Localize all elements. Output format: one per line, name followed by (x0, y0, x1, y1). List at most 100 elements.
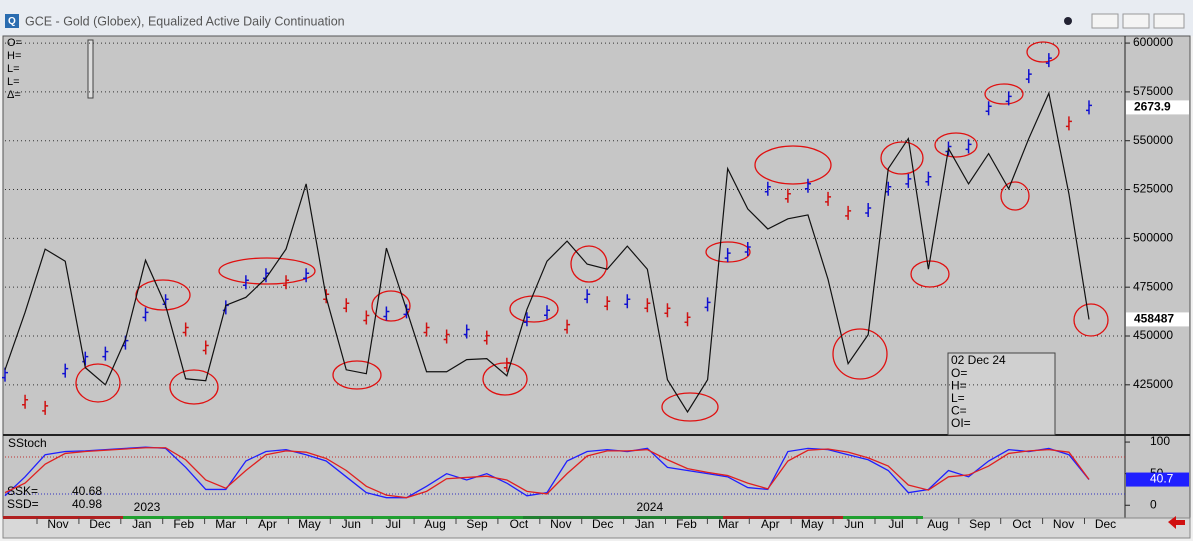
open-interest-line (4, 91, 1090, 414)
x-tick-label: Nov (1053, 517, 1074, 531)
price-bar (784, 188, 791, 203)
last-price-label: 2673.9 (1134, 100, 1171, 114)
price-bar (804, 178, 811, 193)
price-bar (704, 297, 711, 312)
annotation-circle (75, 363, 121, 403)
price-bar (62, 363, 69, 378)
session-strip (523, 516, 723, 519)
minimize-button[interactable] (1091, 13, 1119, 29)
legend-name: SSK= (7, 484, 38, 498)
price-bar (584, 289, 591, 304)
annotation-circle (880, 141, 924, 175)
x-tick-label: Nov (47, 517, 68, 531)
annotation-circle (661, 392, 719, 422)
stoch-label-box (1126, 472, 1189, 487)
x-tick-label: Dec (89, 517, 110, 531)
price-bar (202, 340, 209, 355)
x-tick-label: Oct (1012, 517, 1031, 531)
x-tick-label: Jan (635, 517, 654, 531)
price-bar (825, 191, 832, 206)
oi-label-box (1126, 312, 1189, 327)
price-bar (443, 329, 450, 344)
price-bar (22, 394, 29, 409)
x-tick-label: Jul (888, 517, 903, 531)
price-bar (363, 310, 370, 325)
x-tick-label: May (298, 517, 321, 531)
y-tick-label: 0 (1150, 497, 1157, 511)
annotation-circle (169, 369, 219, 405)
x-tick-label: Sep (466, 517, 488, 531)
annotation-circle (371, 290, 411, 322)
app-icon-glyph: Q (8, 16, 16, 27)
price-bar (503, 357, 510, 372)
price-bar (985, 101, 992, 116)
data-window-field: L= (951, 391, 965, 405)
app-icon (5, 14, 19, 28)
price-bar (102, 346, 109, 361)
session-strip (123, 516, 523, 519)
x-tick-label: May (801, 517, 824, 531)
price-bar (483, 330, 490, 345)
data-window (947, 352, 1056, 436)
annotation-circle (509, 295, 559, 323)
session-strip (3, 516, 123, 519)
y-tick-label: 100 (1150, 434, 1170, 448)
annotation-circle (570, 245, 608, 283)
annotation-circle (1073, 303, 1109, 337)
panel-title: SStoch (8, 436, 47, 450)
price-bar (1025, 69, 1032, 84)
x-tick-label: Mar (718, 517, 739, 531)
price-bar (624, 294, 631, 309)
session-strip (843, 516, 923, 519)
title-bar (0, 0, 1193, 36)
price-bar (383, 306, 390, 321)
annotation-circle (135, 279, 191, 311)
legend-value: 40.98 (72, 497, 102, 511)
price-bar (423, 322, 430, 337)
y-tick-label: 550000 (1133, 133, 1173, 147)
y-tick-label: 450000 (1133, 328, 1173, 342)
price-bar (42, 400, 49, 415)
price-bar (182, 322, 189, 337)
window-title: GCE - Gold (Globex), Equalized Active Da… (25, 14, 345, 28)
readout-field: L= (7, 76, 20, 88)
annotation-circle (984, 83, 1024, 105)
readout-field: Δ= (7, 89, 21, 101)
maximize-button[interactable] (1122, 13, 1150, 29)
price-bar (684, 312, 691, 327)
close-button[interactable] (1153, 13, 1185, 29)
y-tick-label: 425000 (1133, 377, 1173, 391)
x-tick-label: Sep (969, 517, 991, 531)
price-bar (343, 298, 350, 313)
y-tick-label: 500000 (1133, 231, 1173, 245)
price-bar (242, 275, 249, 290)
y-tick-label: 600000 (1133, 35, 1173, 49)
scroll-handle[interactable] (87, 39, 94, 99)
price-label-box (1126, 100, 1189, 115)
stoch-line (4, 447, 1090, 499)
annotation-circle (832, 328, 888, 380)
annotation-circle (1026, 41, 1060, 63)
x-tick-label: Oct (510, 517, 529, 531)
data-window-field: O= (951, 366, 967, 380)
data-window-field: H= (951, 379, 967, 393)
x-tick-label: Dec (592, 517, 613, 531)
nav-arrow[interactable] (1168, 516, 1185, 529)
price-bar (764, 181, 771, 196)
x-tick-label: Apr (761, 517, 780, 531)
year-label: 2023 (134, 500, 161, 514)
price-bar (1045, 53, 1052, 68)
data-window-date: 02 Dec 24 (951, 353, 1006, 367)
year-label: 2024 (636, 500, 663, 514)
price-bar (564, 319, 571, 334)
price-bar (905, 173, 912, 188)
price-bar (965, 139, 972, 154)
y-tick-label: 525000 (1133, 182, 1173, 196)
x-tick-label: Aug (927, 517, 948, 531)
readout-field: O= (7, 37, 22, 49)
x-tick-label: Jul (386, 517, 401, 531)
link-button[interactable] (1064, 17, 1072, 25)
x-tick-label: Jun (342, 517, 361, 531)
price-bar (724, 248, 731, 263)
